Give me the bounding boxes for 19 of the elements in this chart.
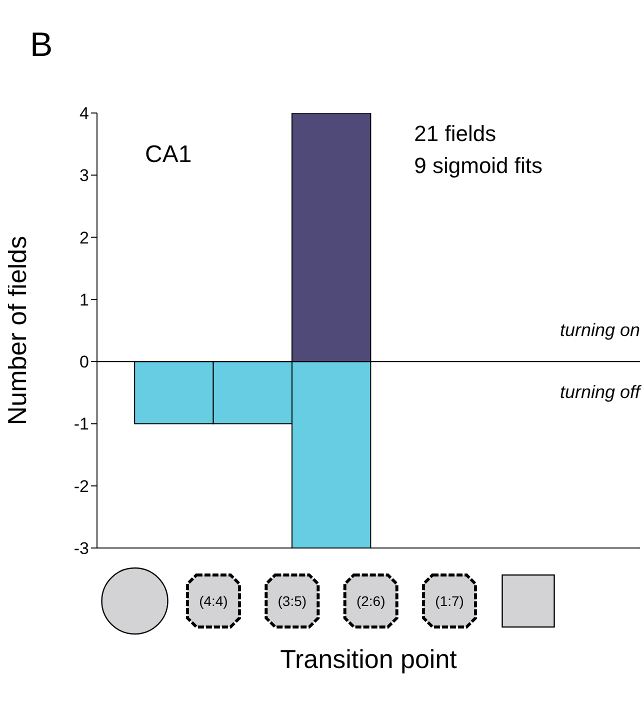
y-tick-label: 2 [80,228,89,248]
x-tick-label: (3:5) [278,593,307,609]
y-tick-label: 0 [80,352,89,372]
x-tick-label: (1:7) [435,593,464,609]
y-tick-label: 4 [80,104,89,124]
text: B [30,26,53,65]
y-tick-label: -2 [74,476,89,496]
annotation: CA1 [145,141,192,169]
annotation: 9 sigmoid fits [414,153,543,179]
text: turning on [560,320,640,340]
x-tick-label: (4:4) [199,593,228,609]
x-tick-label: (2:6) [356,593,386,609]
y-tick-label: -3 [74,539,89,558]
x-axis-title: Transition point [280,644,458,674]
y-tick-label: -1 [74,414,89,434]
y-tick-label: 1 [80,290,89,310]
text: turning off [560,382,640,403]
y-tick-label: 3 [80,166,89,186]
annotation: 21 fields [414,121,496,147]
